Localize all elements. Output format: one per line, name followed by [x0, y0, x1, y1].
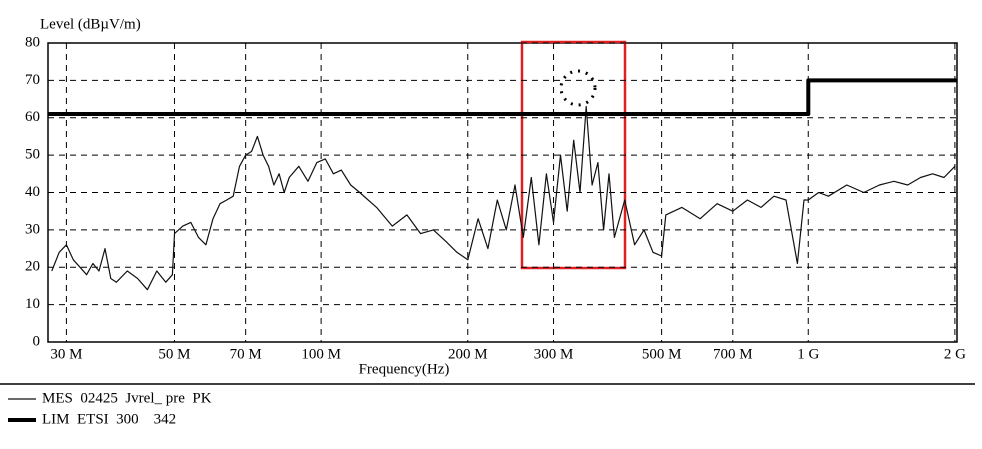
x-tick-label: 30 M — [50, 346, 82, 362]
y-axis-label: Level (dBµV/m) — [40, 16, 141, 32]
legend-label: LIM ETSI 300 342 — [42, 411, 176, 427]
x-tick-label: 70 M — [230, 346, 262, 362]
y-tick-label: 0 — [33, 333, 41, 349]
series-line — [48, 78, 957, 116]
y-tick-label: 40 — [25, 184, 40, 200]
x-tick-label: 200 M — [448, 346, 488, 362]
legend-label: MES 02425 Jvrel_ pre PK — [42, 390, 212, 406]
y-tick-label: 10 — [25, 296, 40, 312]
y-tick-label: 70 — [25, 72, 40, 88]
y-tick-label: 80 — [25, 34, 40, 50]
y-tick-label: 20 — [25, 259, 40, 275]
x-tick-label: 2 G — [944, 346, 966, 362]
emission-marker — [559, 69, 597, 107]
x-axis-label: Frequency(Hz) — [359, 361, 450, 377]
series-line — [51, 105, 956, 291]
x-tick-label: 50 M — [158, 346, 190, 362]
x-tick-label: 300 M — [534, 346, 574, 362]
x-tick-label: 100 M — [301, 346, 341, 362]
x-tick-label: 1 G — [797, 346, 819, 362]
y-tick-label: 50 — [25, 147, 40, 163]
y-tick-label: 60 — [25, 109, 40, 125]
x-tick-label: 500 M — [642, 346, 682, 362]
x-tick-label: 700 M — [713, 346, 753, 362]
y-tick-label: 30 — [25, 221, 40, 237]
